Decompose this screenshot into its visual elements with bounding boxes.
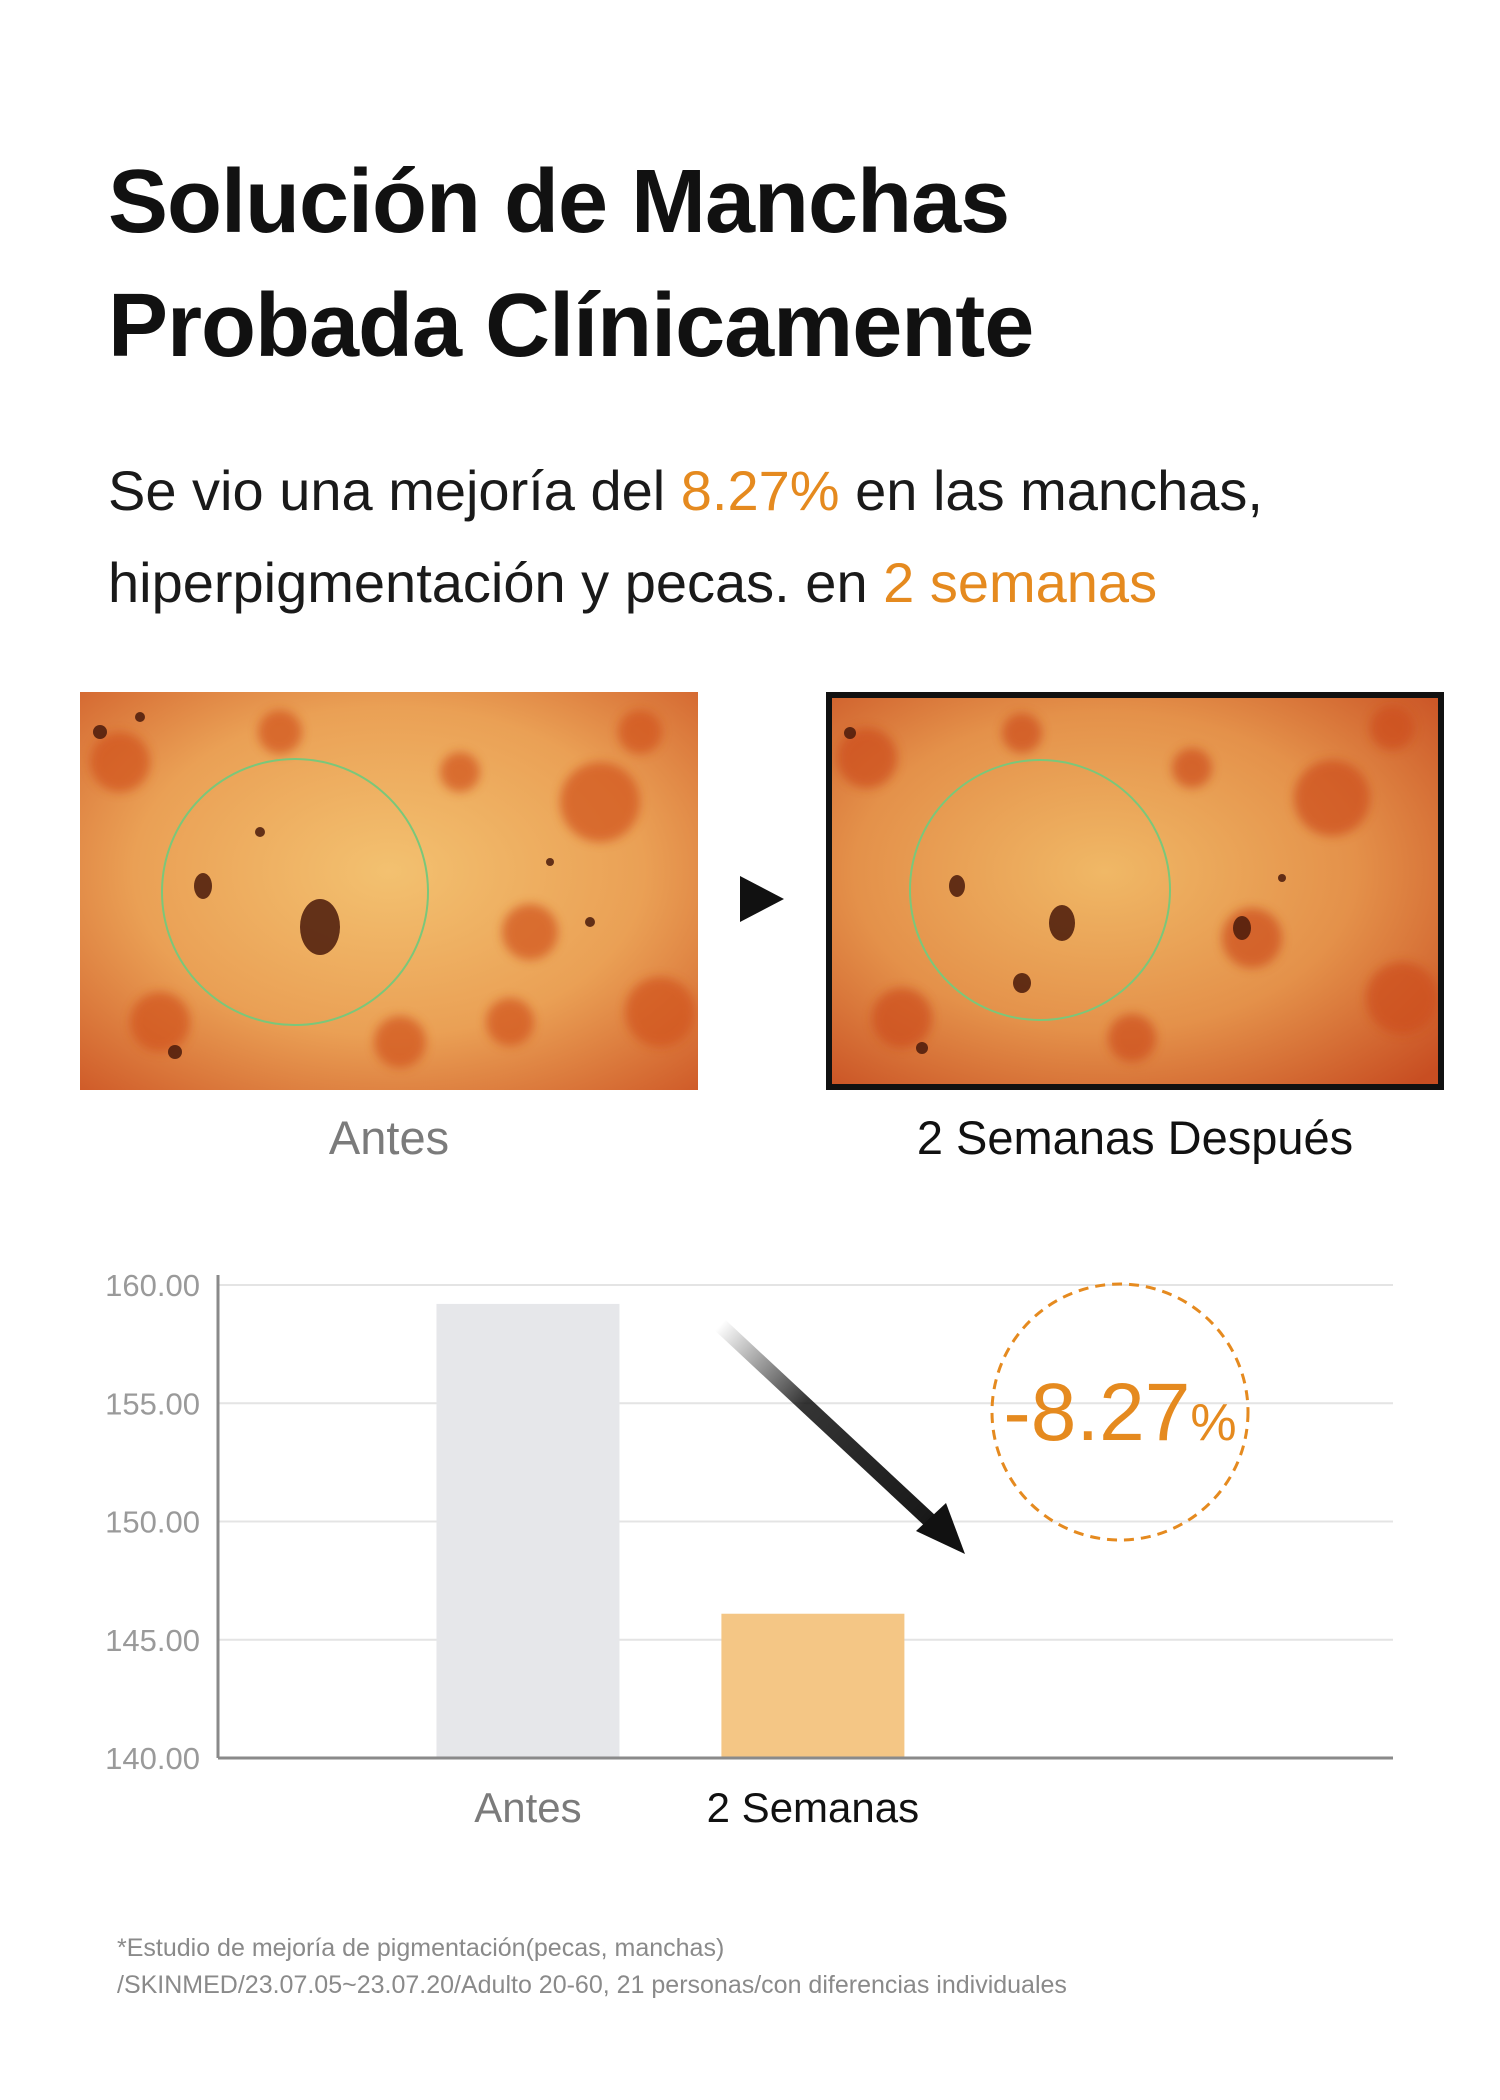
annotation-value: -8.27%: [1003, 1367, 1236, 1458]
subtitle: Se vio una mejoría del 8.27% en las manc…: [108, 445, 1263, 629]
footnote-line-1: *Estudio de mejoría de pigmentación(peca…: [117, 1934, 725, 1962]
page-title: Solución de Manchas Probada Clínicamente: [108, 140, 1034, 388]
footnote-line-2: /SKINMED/23.07.05~23.07.20/Adulto 20-60,…: [117, 1971, 1067, 1999]
subtitle-text: hiperpigmentación y pecas. en: [108, 551, 884, 614]
y-tick-label: 145.00: [105, 1623, 200, 1658]
annotation-unit: %: [1190, 1394, 1236, 1452]
y-tick-label: 155.00: [105, 1386, 200, 1421]
play-arrow-icon: [740, 876, 784, 922]
y-tick-label: 140.00: [105, 1741, 200, 1776]
bar-before: [436, 1303, 620, 1758]
footnote: *Estudio de mejoría de pigmentación(peca…: [117, 1930, 1067, 2004]
subtitle-text: Se vio una mejoría del: [108, 459, 681, 522]
y-tick-label: 150.00: [105, 1505, 200, 1540]
annotation-number: -8.27: [1003, 1367, 1190, 1458]
before-skin-photo: [80, 692, 698, 1090]
y-tick-label: 160.00: [105, 1268, 200, 1303]
bar-chart: 140.00 145.00 150.00 155.00 160.00 Antes 2 Sem…: [105, 1268, 1393, 1831]
annotation-circle: [990, 1282, 1250, 1542]
subtitle-line-2: hiperpigmentación y pecas. en 2 semanas: [108, 537, 1263, 629]
subtitle-highlight-duration: 2 semanas: [883, 551, 1158, 614]
after-skin-photo: [826, 692, 1444, 1090]
subtitle-highlight-percent: 8.27%: [680, 459, 840, 522]
page-title-line-1: Solución de Manchas: [108, 152, 1010, 252]
subtitle-text: en las manchas,: [839, 459, 1263, 522]
subtitle-line-1: Se vio una mejoría del 8.27% en las manc…: [108, 445, 1263, 537]
trend-arrow-icon: [714, 1319, 965, 1554]
before-caption: Antes: [328, 1111, 450, 1164]
after-caption: 2 Semanas Después: [916, 1111, 1354, 1164]
bar-after: [721, 1613, 905, 1758]
page-title-line-2: Probada Clínicamente: [108, 276, 1034, 376]
x-category-label: 2 Semanas: [707, 1784, 919, 1831]
x-category-label: Antes: [474, 1784, 581, 1831]
